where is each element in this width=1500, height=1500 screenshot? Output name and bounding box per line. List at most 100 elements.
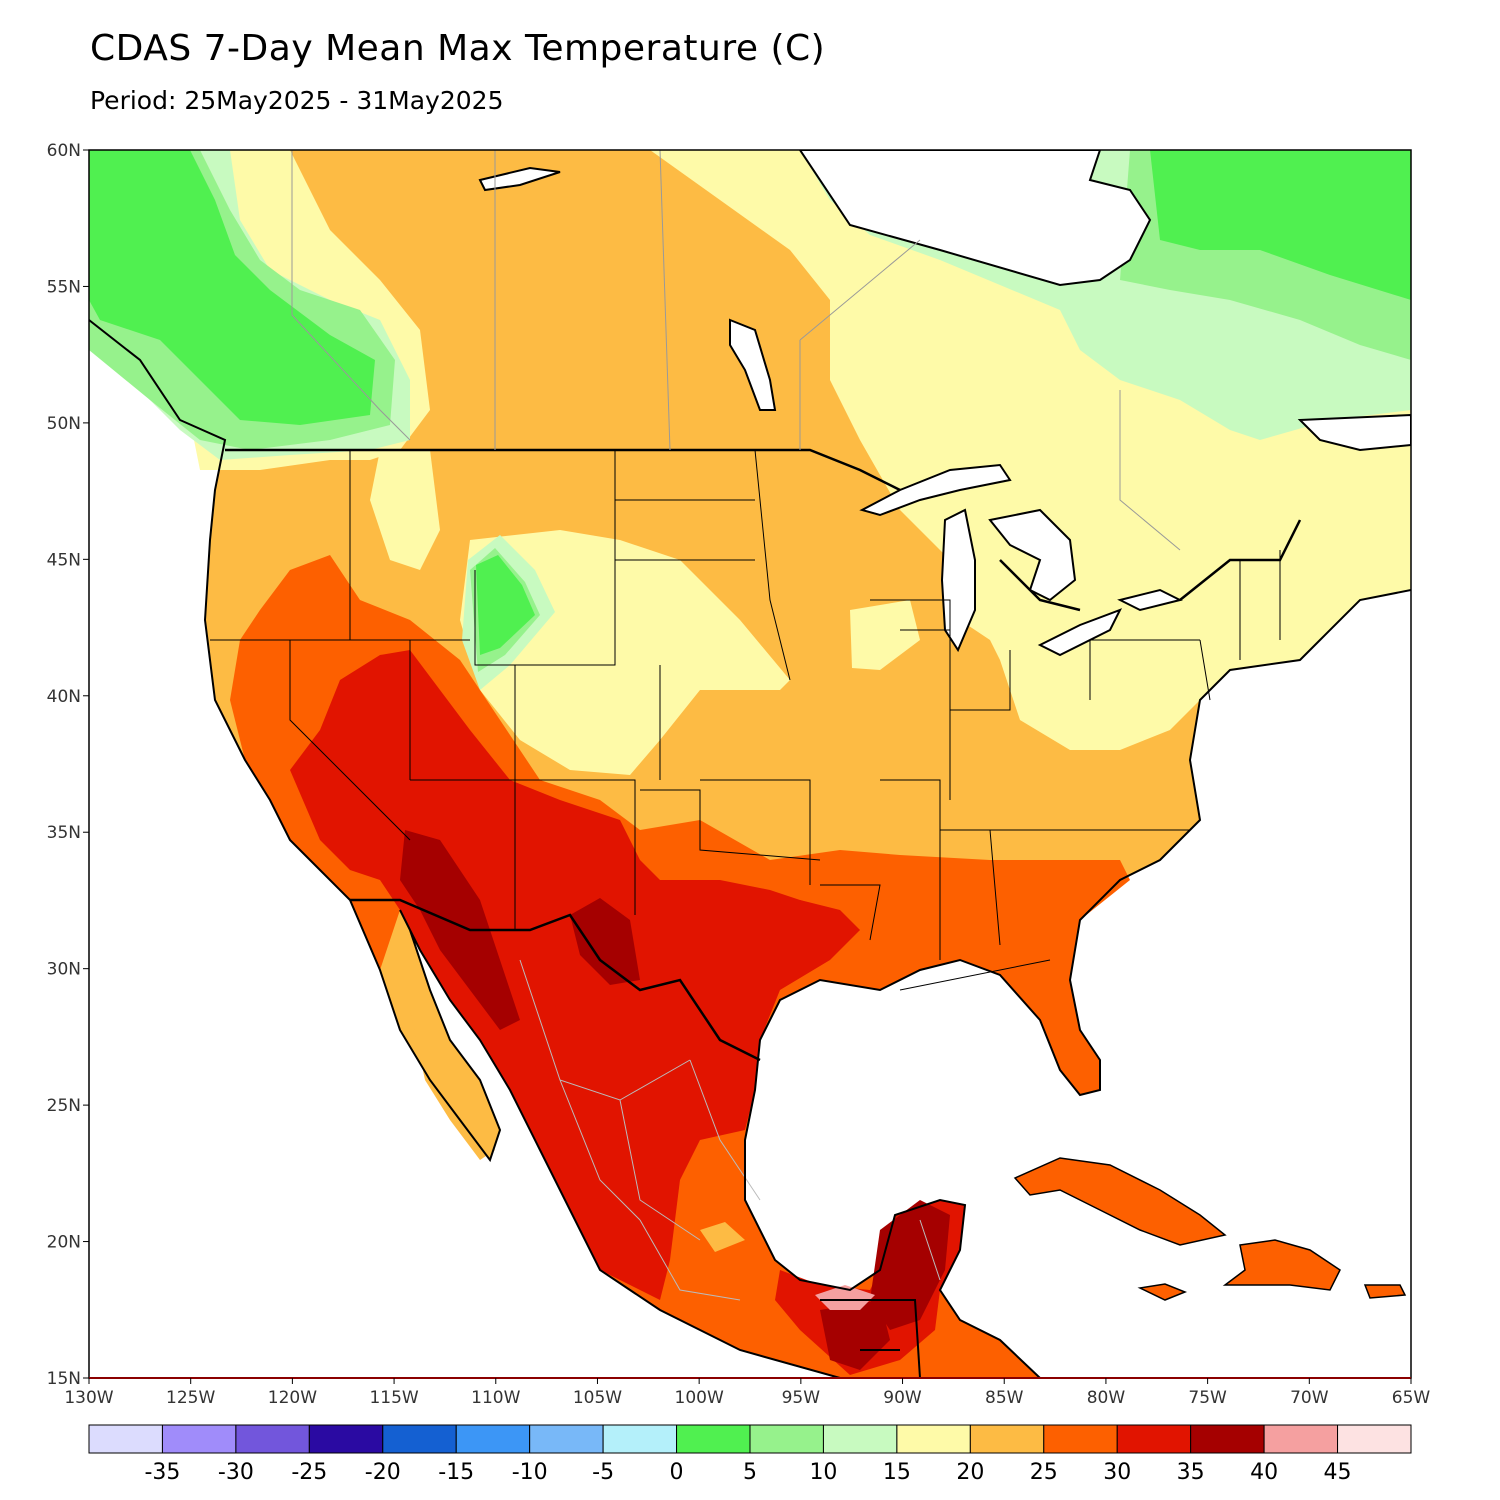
lat-tick-label: 50N [47, 414, 81, 434]
lon-tick-label: 90W [883, 1388, 922, 1408]
colorbar-swatch [88, 1424, 163, 1454]
shade-40-45-tabasco [820, 1300, 890, 1370]
lake-winnipeg [729, 318, 777, 411]
colorbar-label: 35 [1177, 1460, 1205, 1485]
colorbar-label: -15 [438, 1460, 474, 1485]
lon-tick-label: 110W [471, 1388, 520, 1408]
lon-tick-label: 85W [985, 1388, 1024, 1408]
land-hispaniola [1225, 1240, 1340, 1290]
mexico-guatemala-border [820, 1299, 921, 1378]
shade-25-30-central-mexico [700, 1222, 745, 1252]
colorbar-label: -20 [365, 1460, 401, 1485]
colorbar-label: 20 [956, 1460, 984, 1485]
colorbar-label: 0 [670, 1460, 684, 1485]
gulf-of-st-lawrence [1297, 413, 1411, 452]
colorbar-swatch [382, 1424, 457, 1454]
colorbar-swatch [161, 1424, 237, 1454]
lake-superior [859, 463, 1012, 517]
map-layer [89, 150, 1411, 1378]
lat-tick-label: 55N [47, 277, 81, 297]
colorbar-label: 15 [883, 1460, 911, 1485]
colorbar-label: 45 [1324, 1460, 1352, 1485]
lon-tick-label: 120W [268, 1388, 317, 1408]
colorbar-swatch [1190, 1424, 1265, 1454]
shade-5-10-east-canada [1150, 150, 1411, 300]
province-line [291, 150, 1181, 551]
mexico-state-line [519, 959, 941, 1301]
longitude-axis: 130W 125W 120W 115W 110W 105W 100W 95W 90W 85W 80W… [64, 1378, 1430, 1408]
lat-tick-label: 45N [47, 550, 81, 570]
colorbar-label: -10 [512, 1460, 548, 1485]
colorbar-swatch [749, 1424, 824, 1454]
lake-huron [988, 508, 1077, 602]
latitude-axis: 60N 55N 50N 45N 40N 35N 30N 25N 20N 15N [47, 141, 89, 1389]
map-subtitle: Period: 25May2025 - 31May2025 [90, 86, 504, 115]
lon-tick-label: 95W [782, 1388, 821, 1408]
shade-20-25-iowa [850, 600, 920, 670]
temperature-shading [89, 150, 1411, 1378]
colorbar-swatch [308, 1424, 384, 1454]
colorbar-swatch [602, 1424, 678, 1454]
colorbar-label: -35 [144, 1460, 180, 1485]
colorbar-swatch [235, 1424, 310, 1454]
colorbar-label: -5 [592, 1460, 614, 1485]
colorbar-swatch [822, 1424, 898, 1454]
lakes [478, 150, 1411, 657]
colorbar-label: -25 [291, 1460, 327, 1485]
land-puerto-rico [1365, 1285, 1405, 1298]
mexico-state-lines [519, 959, 941, 1301]
lat-tick-label: 40N [47, 687, 81, 707]
land-cuba [1015, 1158, 1225, 1245]
colorbar-label: 25 [1030, 1460, 1058, 1485]
us-mexico-border [350, 898, 761, 1062]
colorbar-swatch [455, 1424, 531, 1454]
canada-province-lines [291, 150, 1181, 551]
lon-tick-label: 70W [1290, 1388, 1329, 1408]
shade-5-10-northwest [89, 150, 375, 425]
us-canada-border [225, 448, 1302, 612]
shade-5-10-wyoming [476, 555, 535, 655]
lon-tick-label: 80W [1087, 1388, 1126, 1408]
lon-tick-label: 115W [369, 1388, 418, 1408]
lat-tick-label: 25N [47, 1096, 81, 1116]
shade-25-30-baja [410, 1010, 495, 1160]
lon-tick-label: 125W [166, 1388, 215, 1408]
colorbar: -35 -30 -25 -20 -15 -10 -5 0 5 10 15 20 25 30 35 40 45 [88, 1424, 1412, 1485]
shade-35-40-southwest [290, 650, 860, 1300]
colorbar-swatch [1116, 1424, 1192, 1454]
caribbean-coastlines [1013, 1157, 1407, 1301]
shade-40-45-sonora [400, 830, 520, 1030]
lon-tick-label: 65W [1392, 1388, 1431, 1408]
colorbar-label: 10 [809, 1460, 837, 1485]
colorbar-swatch [1337, 1424, 1412, 1454]
us-state-lines [210, 449, 1281, 991]
lon-tick-label: 75W [1188, 1388, 1227, 1408]
shade-35-40-south-texas [775, 900, 860, 970]
coastline [89, 319, 1411, 1378]
shade-40-45-texas [570, 898, 640, 985]
lake-erie [1037, 608, 1123, 657]
colorbar-label: 30 [1103, 1460, 1131, 1485]
lat-tick-label: 35N [47, 823, 81, 843]
lat-tick-label: 15N [47, 1369, 81, 1389]
lon-tick-label: 100W [675, 1388, 724, 1408]
lon-tick-label: 130W [64, 1388, 113, 1408]
colorbar-label: 40 [1250, 1460, 1278, 1485]
map-title: CDAS 7-Day Mean Max Temperature (C) [90, 28, 826, 69]
state-line [210, 449, 1281, 991]
lat-tick-label: 30N [47, 960, 81, 980]
colorbar-label: 5 [743, 1460, 757, 1485]
lake-athabasca [478, 166, 561, 192]
lat-tick-label: 20N [47, 1233, 81, 1253]
colorbar-swatch [529, 1424, 604, 1454]
lat-tick-label: 60N [47, 141, 81, 161]
colorbar-swatch [896, 1424, 971, 1454]
hudson-bay [798, 150, 1152, 287]
lon-tick-label: 105W [573, 1388, 622, 1408]
colorbar-swatch [676, 1424, 751, 1454]
shade-20-25-idaho [370, 450, 440, 570]
colorbar-swatch [969, 1424, 1045, 1454]
colorbar-swatch [1263, 1424, 1339, 1454]
shade-45-plus-guatemala [815, 1285, 875, 1310]
